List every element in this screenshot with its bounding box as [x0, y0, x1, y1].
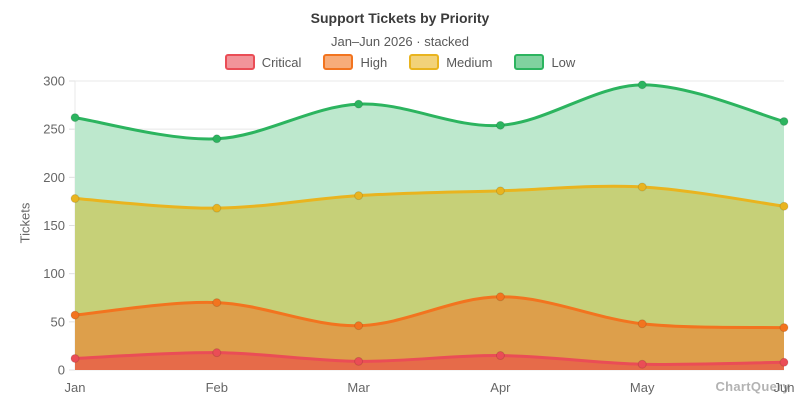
legend-swatch-critical — [224, 54, 255, 70]
data-point-critical-feb[interactable] — [212, 348, 222, 358]
data-point-medium-mar[interactable] — [354, 191, 364, 201]
data-point-low-jun[interactable] — [779, 116, 789, 126]
line-low — [73, 83, 786, 141]
x-tick-label: Jun — [774, 380, 795, 395]
x-tick-label: Apr — [490, 380, 511, 395]
x-axis-labels: Jan Feb Mar Apr May Jun — [65, 380, 795, 395]
legend-label: Critical — [261, 54, 302, 70]
data-point-medium-feb[interactable] — [212, 203, 222, 213]
legend-swatch-high — [323, 54, 354, 70]
legend-item-high[interactable]: High — [323, 54, 387, 70]
data-point-low-apr[interactable] — [495, 120, 505, 130]
data-point-high-jan[interactable] — [70, 310, 80, 320]
data-point-critical-mar[interactable] — [354, 356, 364, 366]
x-tick-label: Jan — [65, 380, 86, 395]
data-point-low-mar[interactable] — [354, 99, 364, 109]
data-point-medium-apr[interactable] — [495, 186, 505, 196]
y-tick-label: 200 — [43, 170, 65, 185]
legend-item-medium[interactable]: Medium — [409, 54, 492, 70]
data-points — [70, 80, 789, 369]
area-band-critical — [75, 352, 784, 370]
data-point-medium-jun[interactable] — [779, 201, 789, 211]
line-high — [73, 295, 786, 330]
data-point-high-jun[interactable] — [779, 323, 789, 333]
line-critical — [73, 351, 786, 366]
data-point-high-feb[interactable] — [212, 298, 222, 308]
y-tick-label: 100 — [43, 266, 65, 281]
y-tick-label: 150 — [43, 218, 65, 233]
area-band-medium — [75, 186, 784, 328]
series-lines — [73, 83, 786, 366]
data-point-high-mar[interactable] — [354, 321, 364, 331]
legend-label: Medium — [446, 54, 493, 70]
y-tick-label: 250 — [43, 122, 65, 137]
data-point-medium-may[interactable] — [637, 182, 647, 192]
legend-swatch-medium — [409, 54, 440, 70]
x-tick-label: Feb — [206, 380, 228, 395]
chart-title: Support Tickets by Priority — [310, 10, 490, 26]
legend-label: Low — [551, 54, 576, 70]
legend-swatch-low — [514, 54, 545, 70]
watermark: ChartQuery — [715, 379, 790, 394]
data-point-medium-jan[interactable] — [70, 194, 80, 204]
legend-label: High — [360, 54, 388, 70]
legend-item-critical[interactable]: Critical — [224, 54, 302, 70]
data-point-low-jan[interactable] — [70, 113, 80, 123]
line-medium — [73, 184, 786, 210]
area-band-high — [75, 296, 784, 365]
x-tick-label: Mar — [347, 380, 370, 395]
data-point-low-may[interactable] — [637, 80, 647, 90]
x-tick-label: May — [630, 380, 655, 395]
data-point-critical-may[interactable] — [637, 359, 647, 369]
area-bands — [75, 84, 784, 370]
data-point-high-may[interactable] — [637, 319, 647, 329]
y-tick-label: 0 — [58, 363, 65, 378]
y-tick-label: 50 — [51, 314, 65, 329]
chart-legend: Critical High Medium Low — [0, 54, 800, 70]
data-point-high-apr[interactable] — [495, 292, 505, 302]
data-point-critical-apr[interactable] — [495, 351, 505, 361]
data-point-critical-jun[interactable] — [779, 357, 789, 367]
legend-item-low[interactable]: Low — [514, 54, 575, 70]
data-point-low-feb[interactable] — [212, 134, 222, 144]
area-band-low — [75, 84, 784, 209]
y-tick-label: 300 — [43, 74, 65, 89]
chart-subtitle: Jan–Jun 2026 · stacked — [330, 34, 470, 49]
data-point-critical-jan[interactable] — [70, 353, 80, 363]
